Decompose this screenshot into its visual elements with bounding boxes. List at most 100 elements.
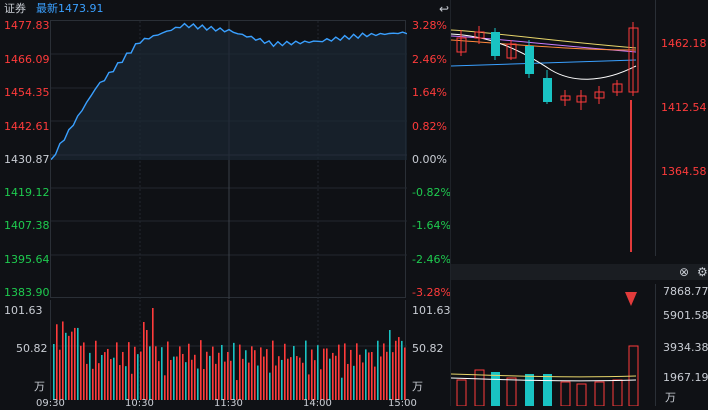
volume-bar [185,362,187,400]
security-name: 证券 [4,2,26,15]
volume-bar [68,335,70,400]
volume-bar [188,343,190,400]
time-tick: 09:30 [36,398,65,409]
volume-bar [332,352,334,400]
volume-bar [179,346,181,400]
time-tick: 15:00 [388,398,417,409]
volume-bar [275,365,277,400]
price-axis-label: 1407.38 [4,219,50,232]
volume-bar [98,363,100,400]
volume-axis-label: 50.82 [16,342,48,355]
price-axis-label: 1383.90 [4,286,50,299]
volume-bar [191,359,193,400]
volume-bar [389,330,391,400]
volume-bar [71,331,73,400]
percent-axis-label: 2.46% [412,53,447,66]
kline-chart [451,22,639,252]
intraday-price-plot[interactable] [50,20,407,299]
volume-bar [398,337,400,400]
volume-bar [83,342,85,400]
volume-unit-label: 万 [34,380,45,393]
volume-bar [176,356,178,400]
volume-bar [206,351,208,400]
time-tick: 14:00 [303,398,332,409]
volume-bar [335,355,337,400]
volume-bar [74,327,76,400]
volume-bar [272,340,274,400]
percent-axis-label: 1.64% [412,86,447,99]
kline-volume-label: 7868.77 [663,285,708,298]
price-axis-label: 1419.12 [4,186,50,199]
volume-bar [116,342,118,400]
volume-bar [170,359,172,400]
volume-bar [323,348,325,400]
volume-pane-toolbar: ⊗ ⚙ [451,264,708,280]
volume-bar [362,362,364,400]
gear-icon[interactable]: ⚙ [697,265,708,279]
volume-bar [125,366,127,400]
volume-bar [167,341,169,400]
volume-bar [320,369,322,400]
volume-bar [242,358,244,400]
intraday-volume-plot[interactable] [50,300,407,400]
volume-bar [140,351,142,400]
percent-axis-label: 0.82% [412,120,447,133]
volume-bar [560,381,571,406]
candle [474,31,485,39]
volume-bar [371,351,373,400]
volume-bar [212,346,214,400]
volume-bar [251,346,253,400]
volume-bar [341,377,343,400]
candle [612,83,623,93]
kline-panel: ↩ [439,0,708,406]
volume-bar [239,344,241,400]
volume-bar [65,332,67,400]
kline-price-plot[interactable] [451,0,656,256]
percent-axis-label: -2.46% [412,253,451,266]
volume-bar [326,348,328,400]
volume-bar [383,343,385,400]
volume-bar [158,361,160,400]
volume-bar [194,354,196,400]
volume-bar [284,343,286,400]
volume-bar [224,361,226,400]
volume-bar [182,353,184,400]
volume-bar [92,368,94,400]
volume-bar [395,340,397,400]
volume-bar [594,381,605,406]
volume-bar [456,379,467,406]
latest-price: 最新1473.91 [36,2,104,15]
volume-bar [59,349,61,400]
volume-bar [612,379,623,406]
close-icon[interactable]: ⊗ [679,265,690,279]
intraday-panel: 证券 最新1473.91 1477.83 1466.09 1454.35 144… [4,2,451,409]
candle [543,78,552,102]
time-tick: 10:30 [125,398,154,409]
volume-bar [359,354,361,400]
volume-bar [344,343,346,400]
volume-bar [107,348,109,400]
candle [506,43,517,59]
volume-bar [263,356,265,400]
volume-bar [314,360,316,400]
volume-bar [113,357,115,400]
price-axis-label: 1466.09 [4,53,50,66]
ma-line [451,39,637,51]
volume-bar [290,357,292,400]
candle [456,37,467,53]
volume-bar [506,377,517,406]
volume-bar [104,352,106,400]
volume-bar [77,327,79,400]
down-arrow-head [625,292,637,306]
volume-bar [299,357,301,400]
volume-bar [287,358,289,400]
candle [576,95,587,103]
volume-bar [374,366,376,400]
volume-bar [368,352,370,400]
volume-bar [152,308,154,400]
volume-bar [215,363,217,400]
volume-bar [95,340,97,400]
return-icon[interactable]: ↩ [439,2,450,16]
percent-axis-label: -1.64% [412,219,451,232]
kline-volume-plot[interactable] [451,284,656,406]
